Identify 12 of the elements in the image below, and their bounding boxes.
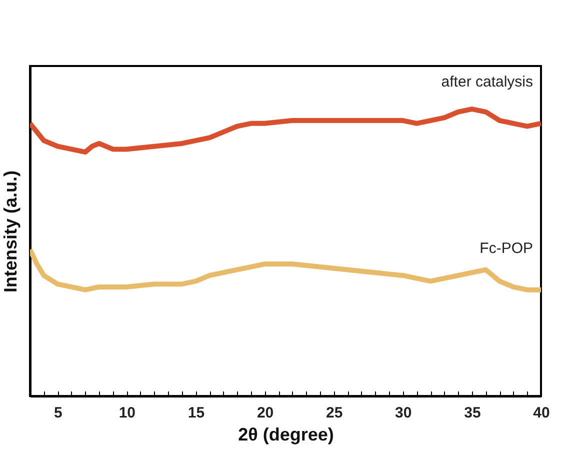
series-label: Fc-POP: [480, 240, 533, 257]
x-tick-label: 5: [54, 404, 62, 422]
x-axis-title: 2θ (degree): [238, 424, 334, 444]
series-label: after catalysis: [441, 73, 533, 90]
x-tick-label: 30: [395, 404, 412, 422]
x-tick-label: 40: [533, 404, 550, 422]
x-tick-label: 25: [326, 404, 343, 422]
x-tick-label: 10: [118, 404, 136, 422]
x-tick-label: 15: [188, 404, 205, 422]
y-axis-title: Intensity (a.u.): [0, 170, 20, 293]
x-tick-label: 20: [256, 404, 274, 422]
x-tick-label: 35: [464, 404, 481, 422]
